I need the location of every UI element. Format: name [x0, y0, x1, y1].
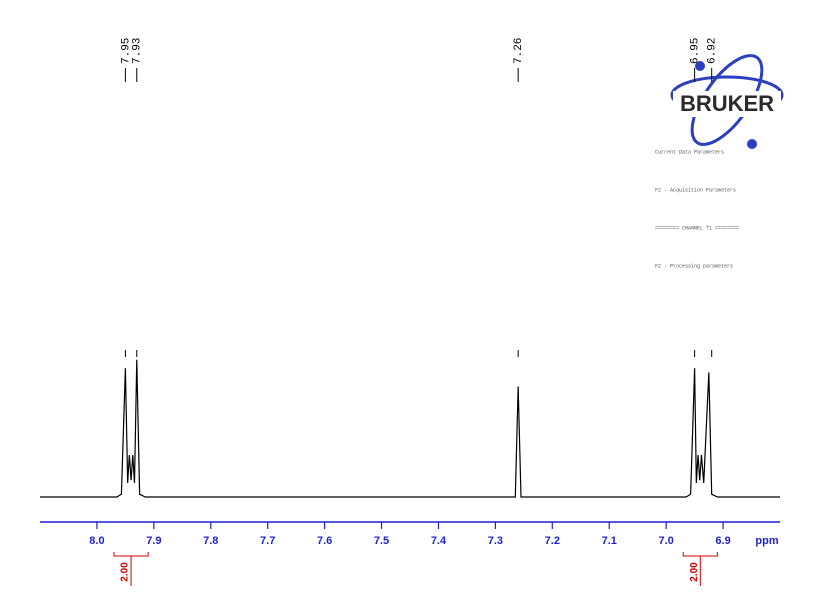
logo: BRUKER	[670, 54, 784, 149]
x-tick-label: 7.7	[260, 535, 275, 547]
parameter-line: F2 - Acquisition Parameters	[655, 187, 736, 193]
logo-text: BRUKER	[680, 91, 774, 116]
x-tick-label: 7.6	[317, 535, 332, 547]
x-tick-label: 6.9	[715, 535, 730, 547]
x-tick-label: 7.0	[659, 535, 674, 547]
x-tick-label: 8.0	[89, 535, 104, 547]
logo-band	[673, 91, 781, 117]
peak-label: 7.26	[513, 38, 525, 64]
x-tick-label: 7.4	[431, 535, 447, 547]
peak-label: 6.95	[690, 38, 702, 64]
x-tick-label: 7.3	[488, 535, 503, 547]
integral-label: 2.00	[689, 562, 700, 582]
parameter-line: ======== CHANNEL f1 ========	[655, 225, 739, 231]
x-tick-label: 7.2	[545, 535, 560, 547]
x-tick-label: 7.9	[146, 535, 161, 547]
peak-label: 6.92	[707, 38, 719, 64]
peak-label: 7.93	[132, 38, 144, 64]
integral-label: 2.00	[120, 562, 131, 582]
x-tick-label: 7.5	[374, 535, 389, 547]
peak-label: 7.95	[120, 38, 132, 64]
logo-dot	[695, 61, 705, 71]
x-tick-label: 7.8	[203, 535, 218, 547]
logo-dot	[747, 139, 757, 149]
integral-bracket	[113, 552, 149, 586]
spectrum-line	[40, 359, 780, 498]
parameter-line: F2 - Processing parameters	[655, 263, 733, 269]
integral-bracket	[682, 552, 718, 586]
parameter-line: Current Data Parameters	[655, 149, 724, 155]
x-axis-label: ppm	[755, 535, 778, 547]
x-tick-label: 7.1	[602, 535, 617, 547]
